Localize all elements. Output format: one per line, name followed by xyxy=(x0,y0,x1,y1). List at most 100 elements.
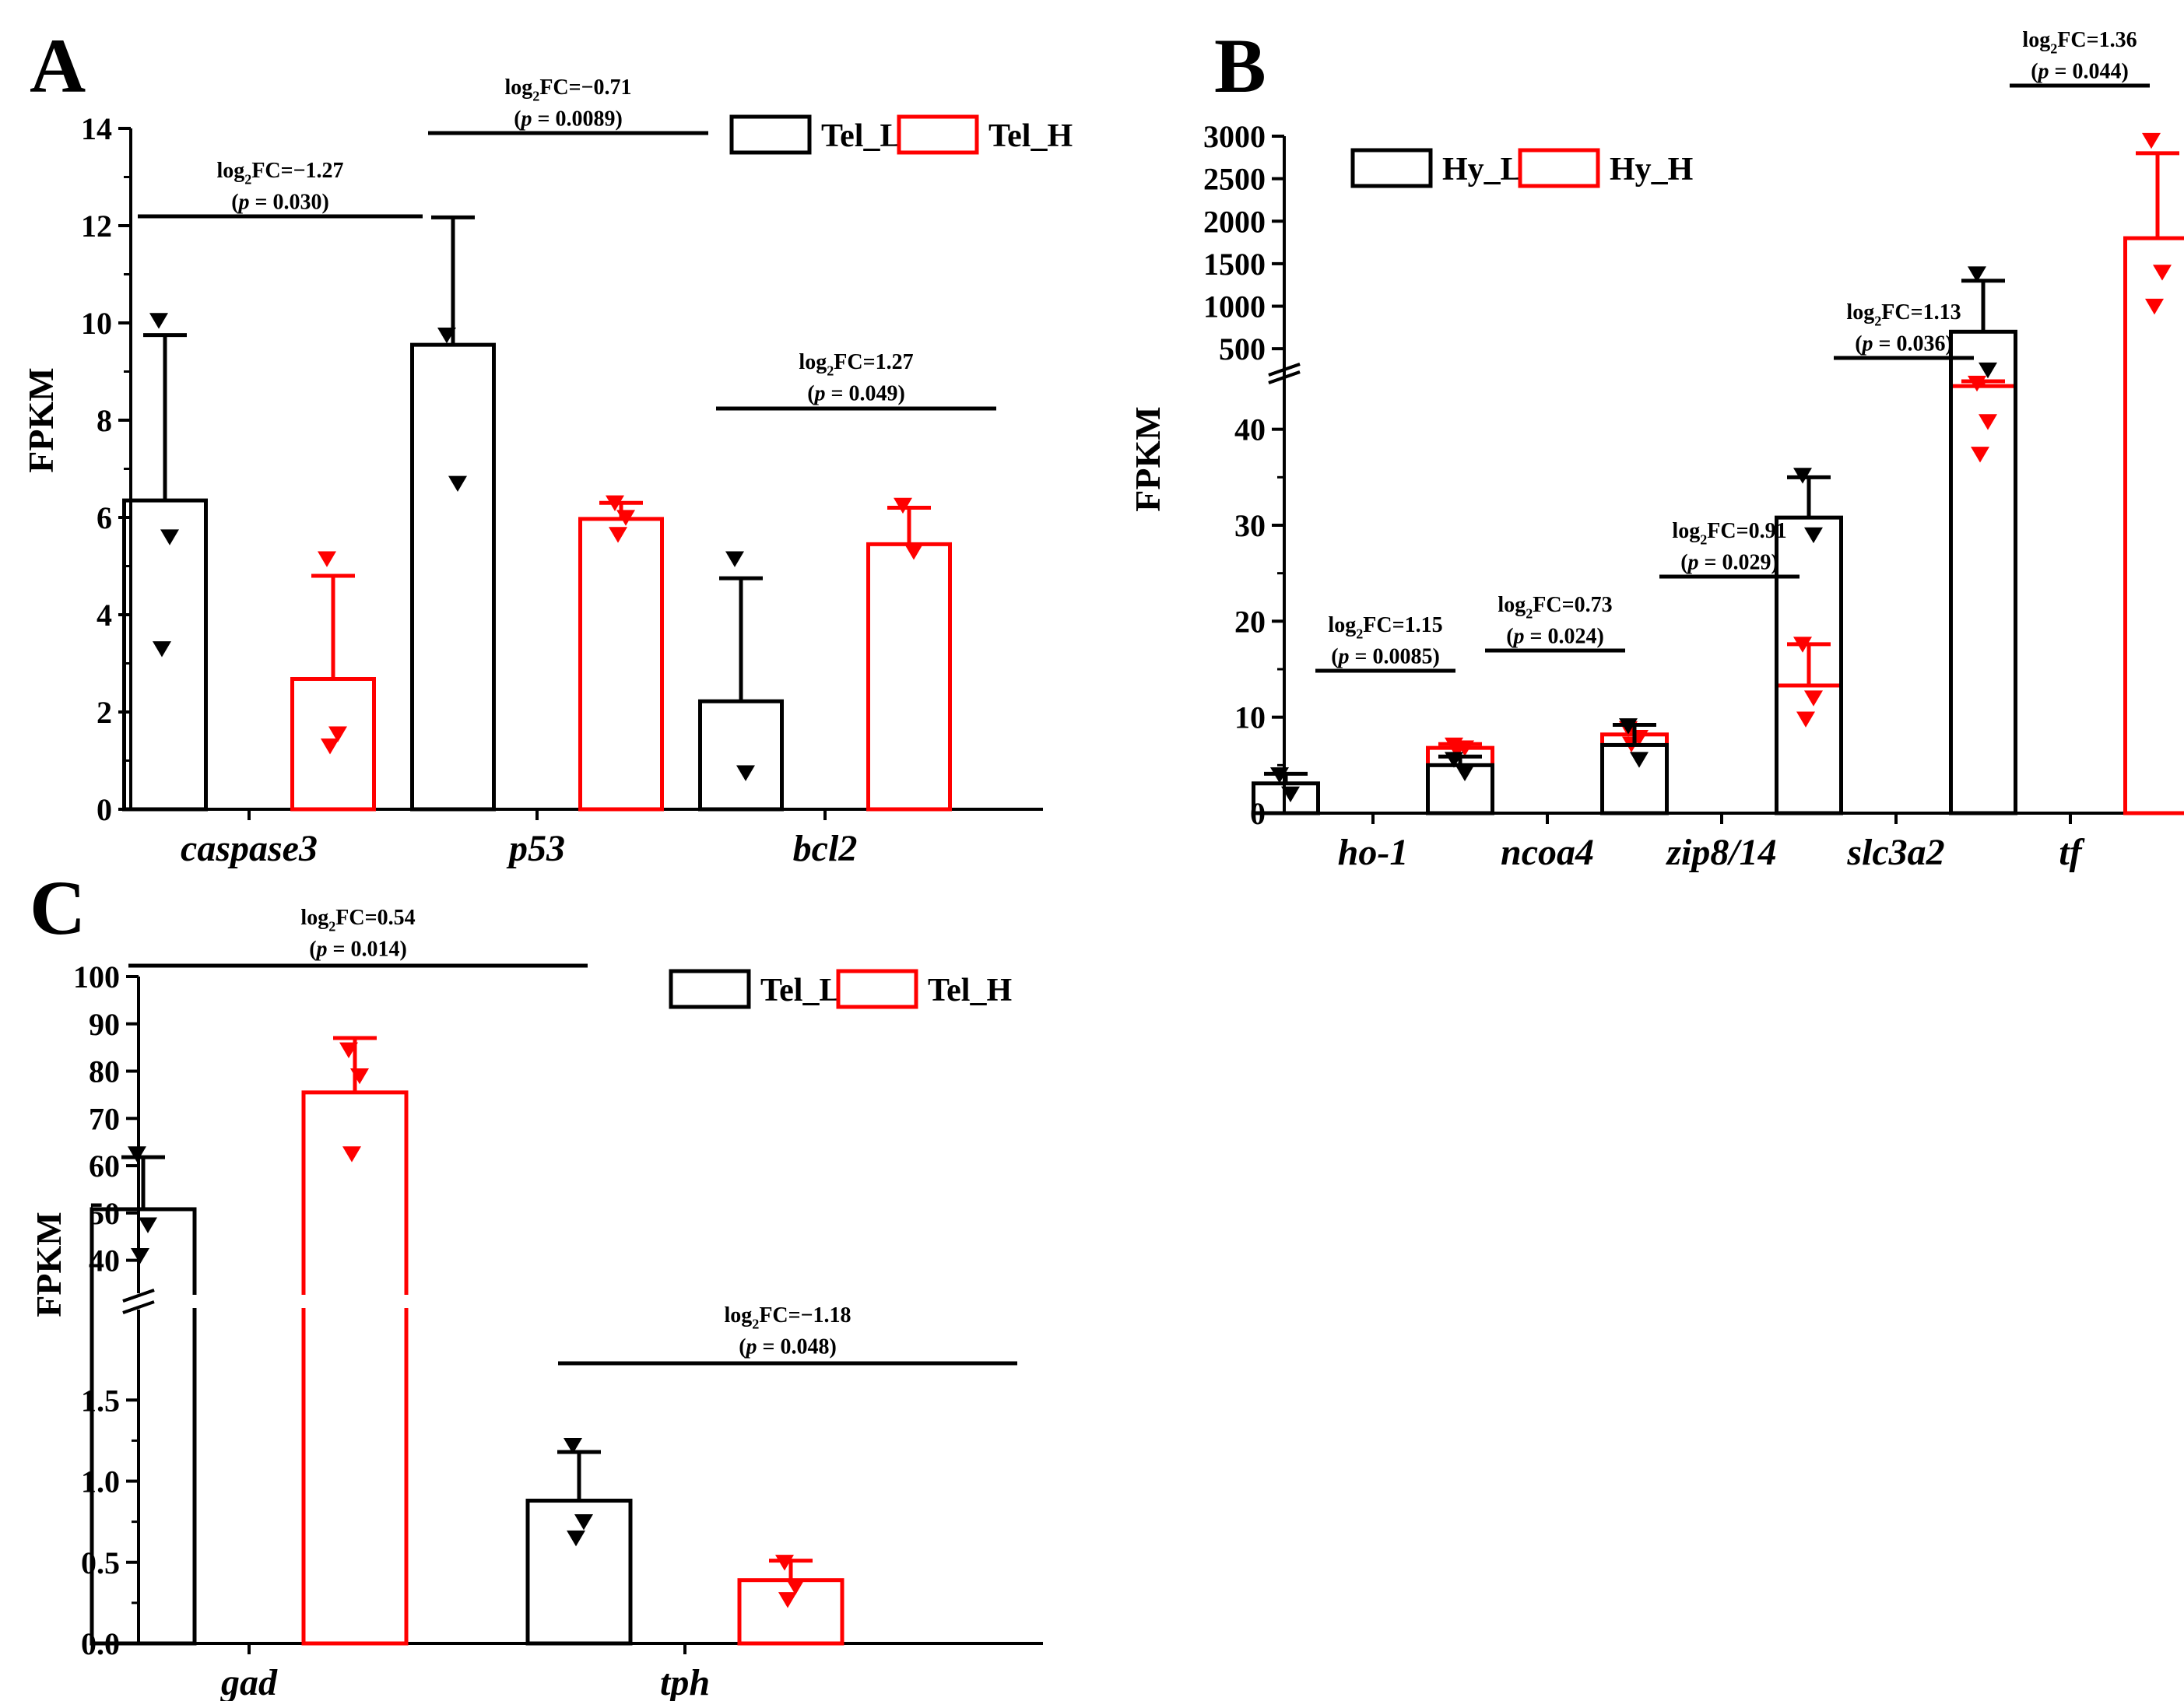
fc-label: log2FC=1.27 xyxy=(799,350,913,378)
p-value: = 0.030) xyxy=(250,191,329,215)
p-label: (p = 0.024) xyxy=(1506,625,1604,649)
p-value: = 0.0085) xyxy=(1350,645,1440,669)
replicate-point xyxy=(321,738,339,755)
replicate-point xyxy=(1804,527,1823,544)
replicate-point xyxy=(609,527,627,543)
y-tick-label: 12 xyxy=(81,209,112,244)
legend-label: Tel_H xyxy=(988,118,1073,154)
y-tick-label: 20 xyxy=(1234,604,1266,639)
fc-subscript: 2 xyxy=(1526,605,1533,621)
replicate-point xyxy=(736,765,755,781)
bar xyxy=(1949,329,2017,815)
replicate-point xyxy=(1979,414,1997,430)
replicate-point xyxy=(786,1579,805,1595)
replicate-point xyxy=(725,551,744,567)
replicate-point xyxy=(1455,765,1474,781)
p-label: (p = 0.029) xyxy=(1680,551,1778,575)
category-label: p53 xyxy=(506,828,565,869)
fc-prefix: log xyxy=(504,75,532,100)
fc-prefix: log xyxy=(1846,300,1874,324)
legend-swatch xyxy=(836,969,918,1009)
fc-value: FC=1.36 xyxy=(2057,28,2137,52)
fc-subscript: 2 xyxy=(752,1316,759,1331)
legend-label: Tel_L xyxy=(821,118,901,154)
panel-B: B01020304050010001500200025003000FPKMho-… xyxy=(1128,23,2184,873)
replicate-point xyxy=(131,1247,149,1264)
fc-prefix: log xyxy=(799,350,827,374)
y-tick-label: 50 xyxy=(89,1196,120,1231)
fc-prefix: log xyxy=(1672,519,1700,543)
replicate-point xyxy=(2153,265,2172,281)
p-value: = 0.0089) xyxy=(532,107,623,132)
p-open: ( xyxy=(1506,625,1513,649)
p-value: = 0.014) xyxy=(328,938,407,962)
p-symbol: p xyxy=(520,107,532,132)
fc-label: log2FC=−1.27 xyxy=(216,159,343,187)
category-label: gad xyxy=(220,1662,278,1701)
p-symbol: p xyxy=(745,1335,757,1359)
replicate-point xyxy=(1619,718,1638,735)
bar xyxy=(2123,236,2184,815)
p-label: (p = 0.0085) xyxy=(1331,645,1440,669)
replicate-point xyxy=(128,1146,146,1163)
y-tick-label: 100 xyxy=(73,959,120,994)
y-tick-label: 10 xyxy=(81,306,112,341)
fc-label: log2FC=1.15 xyxy=(1328,613,1442,641)
fc-value: FC=1.27 xyxy=(834,350,913,374)
fc-subscript: 2 xyxy=(1356,626,1363,641)
replicate-point xyxy=(775,1555,794,1571)
replicate-point xyxy=(1445,752,1463,768)
p-symbol: p xyxy=(1861,332,1873,356)
p-symbol: p xyxy=(1687,551,1699,575)
p-value: = 0.049) xyxy=(826,382,905,406)
legend-swatch xyxy=(1518,148,1600,188)
category-label: zip8/14 xyxy=(1665,832,1776,873)
fc-label: log2FC=−1.18 xyxy=(724,1303,851,1331)
fc-label: log2FC=−0.71 xyxy=(504,75,631,103)
fc-label: log2FC=0.73 xyxy=(1498,593,1612,621)
replicate-point xyxy=(1448,742,1466,759)
legend-swatch xyxy=(729,114,812,155)
bar xyxy=(410,342,496,812)
replicate-point xyxy=(1630,752,1649,768)
y-tick-label: 6 xyxy=(97,500,112,535)
fc-value: FC=1.15 xyxy=(1363,613,1442,637)
p-symbol: p xyxy=(237,191,250,215)
p-label: (p = 0.0089) xyxy=(514,107,623,132)
category-label: tf xyxy=(2059,832,2084,873)
y-tick-label: 0 xyxy=(97,792,112,827)
legend-swatch xyxy=(897,114,979,155)
fc-prefix: log xyxy=(1498,593,1526,617)
y-tick-label: 2500 xyxy=(1203,162,1266,197)
fc-prefix: log xyxy=(1328,613,1356,637)
y-tick-label: 70 xyxy=(89,1101,120,1136)
legend-label: Tel_H xyxy=(928,973,1012,1008)
y-tick-label: 1000 xyxy=(1203,289,1266,324)
y-tick-label: 2000 xyxy=(1203,204,1266,239)
axis-break-mark xyxy=(1268,363,1301,377)
y-tick-label: 1.0 xyxy=(81,1464,120,1499)
replicate-point xyxy=(153,641,171,658)
replicate-point xyxy=(342,1146,361,1163)
legend-label: Hy_L xyxy=(1442,152,1522,188)
replicate-point xyxy=(448,475,467,493)
replicate-point xyxy=(1968,266,1986,282)
replicate-point xyxy=(2142,132,2161,149)
fc-label: log2FC=0.91 xyxy=(1672,519,1786,547)
y-tick-label: 3000 xyxy=(1203,119,1266,154)
replicate-point xyxy=(1281,786,1300,803)
legend-label: Tel_L xyxy=(760,973,841,1008)
fc-subscript: 2 xyxy=(827,363,834,378)
replicate-point xyxy=(574,1514,593,1531)
legend-swatch xyxy=(1350,148,1433,188)
y-axis-label: FPKM xyxy=(1128,406,1167,511)
y-tick-label: 90 xyxy=(89,1007,120,1042)
y-tick-label: 500 xyxy=(1219,331,1266,367)
replicate-point xyxy=(328,726,347,742)
replicate-point xyxy=(606,495,624,512)
p-symbol: p xyxy=(2037,60,2049,84)
y-axis-label: FPKM xyxy=(29,1212,68,1317)
